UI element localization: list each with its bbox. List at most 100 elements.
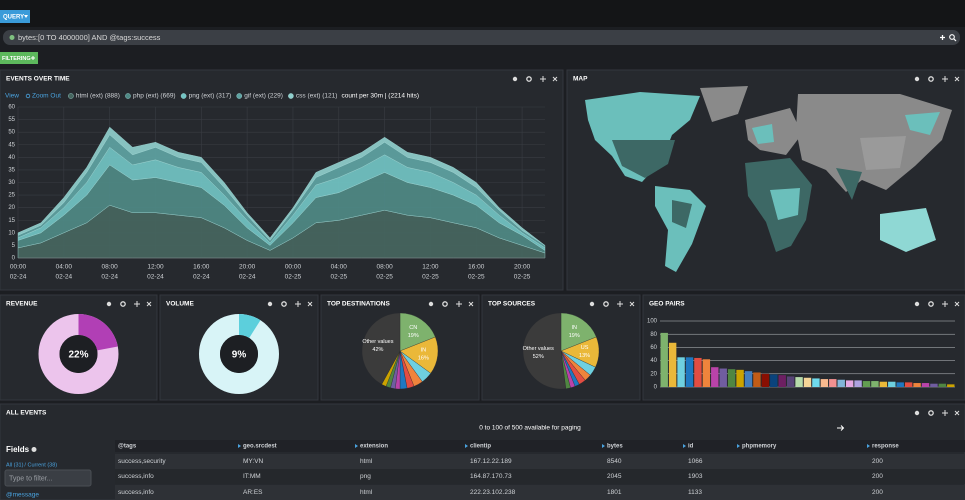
move-icon[interactable] <box>456 301 462 307</box>
table-cell: AR:ES <box>243 489 263 496</box>
zoom-icon <box>25 93 31 99</box>
info-icon[interactable] <box>428 301 434 307</box>
panel-title: MAP <box>573 76 588 83</box>
column-header[interactable]: phpmemory <box>742 444 777 450</box>
view-menu[interactable]: View <box>5 93 19 100</box>
filter-button-label[interactable]: FILTERING <box>2 56 31 62</box>
close-icon[interactable] <box>954 301 960 307</box>
search-icon[interactable] <box>949 34 955 40</box>
info-icon[interactable] <box>914 76 920 82</box>
column-header[interactable]: geo.srcdest <box>243 444 277 450</box>
close-icon[interactable] <box>954 410 960 416</box>
settings-icon[interactable] <box>120 301 126 307</box>
field-name[interactable]: @message <box>6 492 39 499</box>
bar <box>820 379 829 387</box>
pie-category: Other values <box>362 339 393 345</box>
country <box>836 168 862 200</box>
settings-icon[interactable] <box>442 301 448 307</box>
close-icon[interactable] <box>552 76 558 82</box>
filter-button[interactable] <box>0 52 38 64</box>
country <box>880 208 936 252</box>
y-tick-label: 20 <box>650 371 657 377</box>
legend-swatch <box>180 93 187 99</box>
table-cell: 222.23.102.238 <box>470 489 516 496</box>
x-tick-label: 12:00 <box>147 264 164 271</box>
world-map <box>585 86 952 272</box>
bar <box>947 384 955 387</box>
query-button-label[interactable]: QUERY <box>3 15 24 21</box>
x-tick-date: 02-24 <box>101 274 118 281</box>
column-header[interactable]: id <box>688 444 694 450</box>
close-icon[interactable] <box>146 301 152 307</box>
pie-category: CN <box>409 325 417 331</box>
pie-slice <box>399 312 436 352</box>
settings-icon[interactable] <box>928 410 934 416</box>
legend-label: html (ext) (888) <box>76 93 120 100</box>
settings-icon[interactable] <box>603 301 609 307</box>
table-row <box>115 485 965 500</box>
legend-swatch <box>288 93 294 99</box>
info-icon[interactable] <box>106 301 112 307</box>
sort-marker <box>737 444 740 448</box>
move-icon[interactable] <box>617 301 623 307</box>
legend-swatch <box>68 93 74 99</box>
close-icon[interactable] <box>954 76 960 82</box>
settings-icon[interactable] <box>526 76 532 82</box>
y-tick-label: 15 <box>8 218 15 224</box>
settings-icon[interactable] <box>281 301 287 307</box>
column-header[interactable]: extension <box>360 444 388 450</box>
bar <box>871 381 879 387</box>
legend-swatch <box>125 93 131 99</box>
move-icon[interactable] <box>942 76 948 82</box>
move-icon[interactable] <box>540 76 546 82</box>
x-tick-label: 16:00 <box>193 264 210 271</box>
x-tick-date: 02-25 <box>468 274 485 281</box>
bar <box>930 383 938 387</box>
next-page[interactable] <box>837 425 845 431</box>
close-icon[interactable] <box>307 301 313 307</box>
settings-icon[interactable] <box>928 76 934 82</box>
bar <box>668 342 677 387</box>
fields-current[interactable]: / Current (38) <box>24 462 57 468</box>
info-icon[interactable] <box>267 301 273 307</box>
info-icon[interactable] <box>589 301 595 307</box>
column-header[interactable]: @tags <box>118 444 137 450</box>
move-icon[interactable] <box>942 301 948 307</box>
query-input[interactable] <box>3 30 960 45</box>
bar <box>761 373 770 387</box>
zoom-out[interactable]: Zoom Out <box>32 93 61 100</box>
settings-icon[interactable] <box>928 301 934 307</box>
legend-label: png (ext) (317) <box>189 93 232 100</box>
move-icon[interactable] <box>295 301 301 307</box>
fields-title: Fields <box>6 445 30 454</box>
y-tick-label: 50 <box>8 130 15 136</box>
sort-marker <box>238 444 241 448</box>
panel-title: VOLUME <box>166 301 194 308</box>
table-cell: success,info <box>118 489 154 496</box>
y-tick-label: 80 <box>650 332 657 338</box>
country <box>752 124 774 144</box>
add-query[interactable] <box>940 35 945 40</box>
field-filter-input[interactable] <box>4 469 92 487</box>
donut-label: 22% <box>68 350 88 361</box>
column-header[interactable]: bytes <box>607 444 623 450</box>
move-icon[interactable] <box>942 410 948 416</box>
close-icon[interactable] <box>468 301 474 307</box>
y-tick-label: 10 <box>8 230 15 236</box>
close-icon[interactable] <box>629 301 635 307</box>
query-text[interactable]: bytes:[0 TO 4000000] AND @tags:success <box>18 33 161 42</box>
info-icon[interactable] <box>914 410 920 416</box>
paging-info: 0 to 100 of 500 available for paging <box>479 425 581 432</box>
table-header-row <box>115 440 965 452</box>
column-header[interactable]: response <box>872 444 899 450</box>
x-tick-label: 04:00 <box>56 264 73 271</box>
column-header[interactable]: clientip <box>470 444 491 450</box>
info-icon[interactable] <box>512 76 518 82</box>
bar <box>711 367 719 387</box>
info-icon[interactable] <box>914 301 920 307</box>
query-button[interactable] <box>0 10 30 23</box>
fields-all[interactable]: All (31) <box>6 462 24 468</box>
move-icon[interactable] <box>134 301 140 307</box>
fields-help <box>31 447 37 452</box>
